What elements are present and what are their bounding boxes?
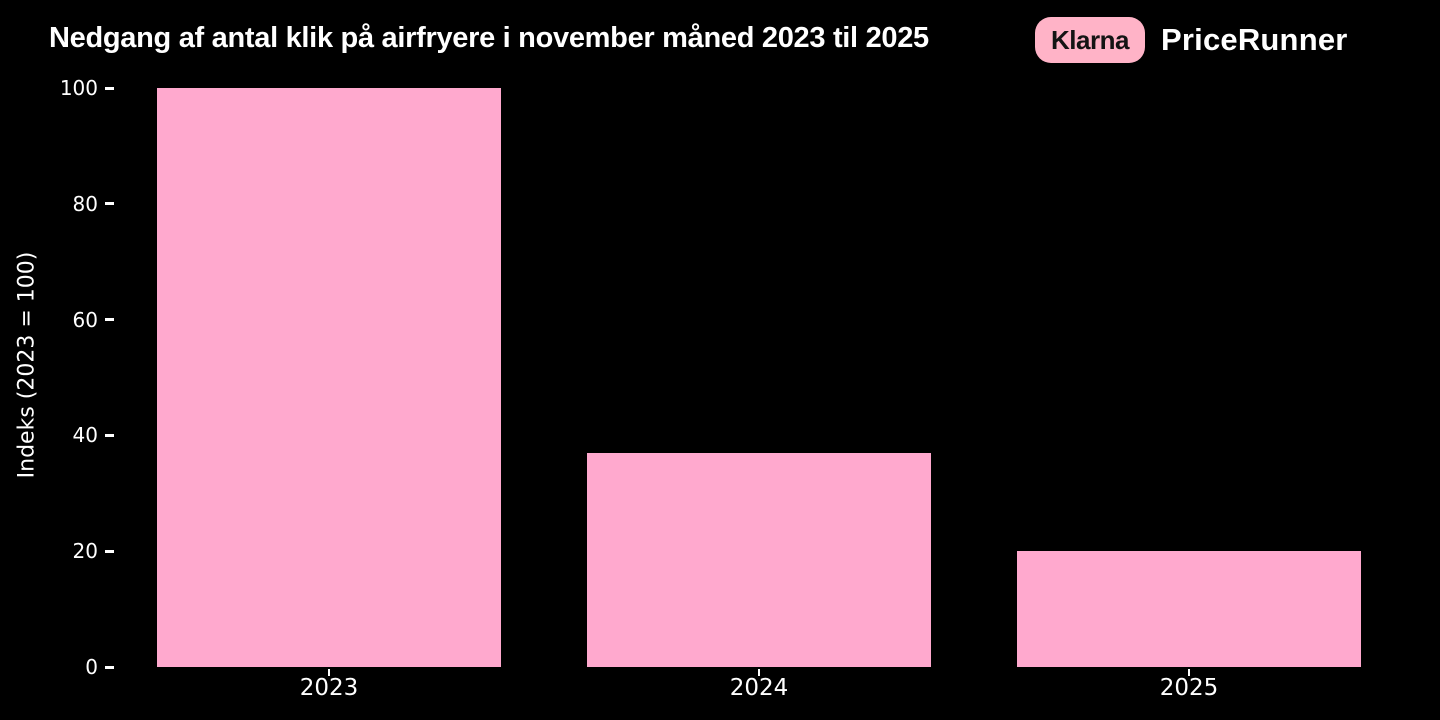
pricerunner-logo-text: PriceRunner [1161, 22, 1348, 57]
x-tick-mark-2023 [328, 669, 330, 676]
klarna-logo: Klarna [1035, 17, 1145, 63]
x-tick-label-2025: 2025 [1159, 675, 1219, 701]
chart-title: Nedgang af antal klik på airfryere i nov… [49, 22, 929, 54]
y-tick-mark-20 [105, 549, 114, 553]
y-tick-mark-60 [105, 318, 114, 322]
y-tick-mark-40 [105, 433, 114, 437]
bar-2024 [587, 453, 931, 667]
y-tick-mark-0 [105, 665, 114, 669]
y-tick-label-80: 80 [72, 191, 98, 216]
y-tick-mark-80 [105, 202, 114, 206]
y-tick-mark-100 [105, 86, 114, 90]
y-tick-label-0: 0 [85, 655, 98, 679]
x-tick-mark-2025 [1188, 669, 1190, 676]
x-tick-label-2023: 2023 [299, 675, 359, 701]
bar-2025 [1017, 551, 1361, 667]
x-tick-mark-2024 [758, 669, 760, 676]
y-tick-label-100: 100 [59, 76, 98, 100]
y-tick-label-60: 60 [72, 307, 98, 332]
bar-2023 [157, 88, 501, 667]
y-tick-label-20: 20 [72, 539, 98, 564]
brand-lockup: Klarna PriceRunner [1035, 17, 1348, 63]
klarna-logo-text: Klarna [1051, 24, 1129, 55]
x-tick-label-2024: 2024 [729, 675, 789, 701]
y-tick-label-40: 40 [72, 423, 98, 448]
